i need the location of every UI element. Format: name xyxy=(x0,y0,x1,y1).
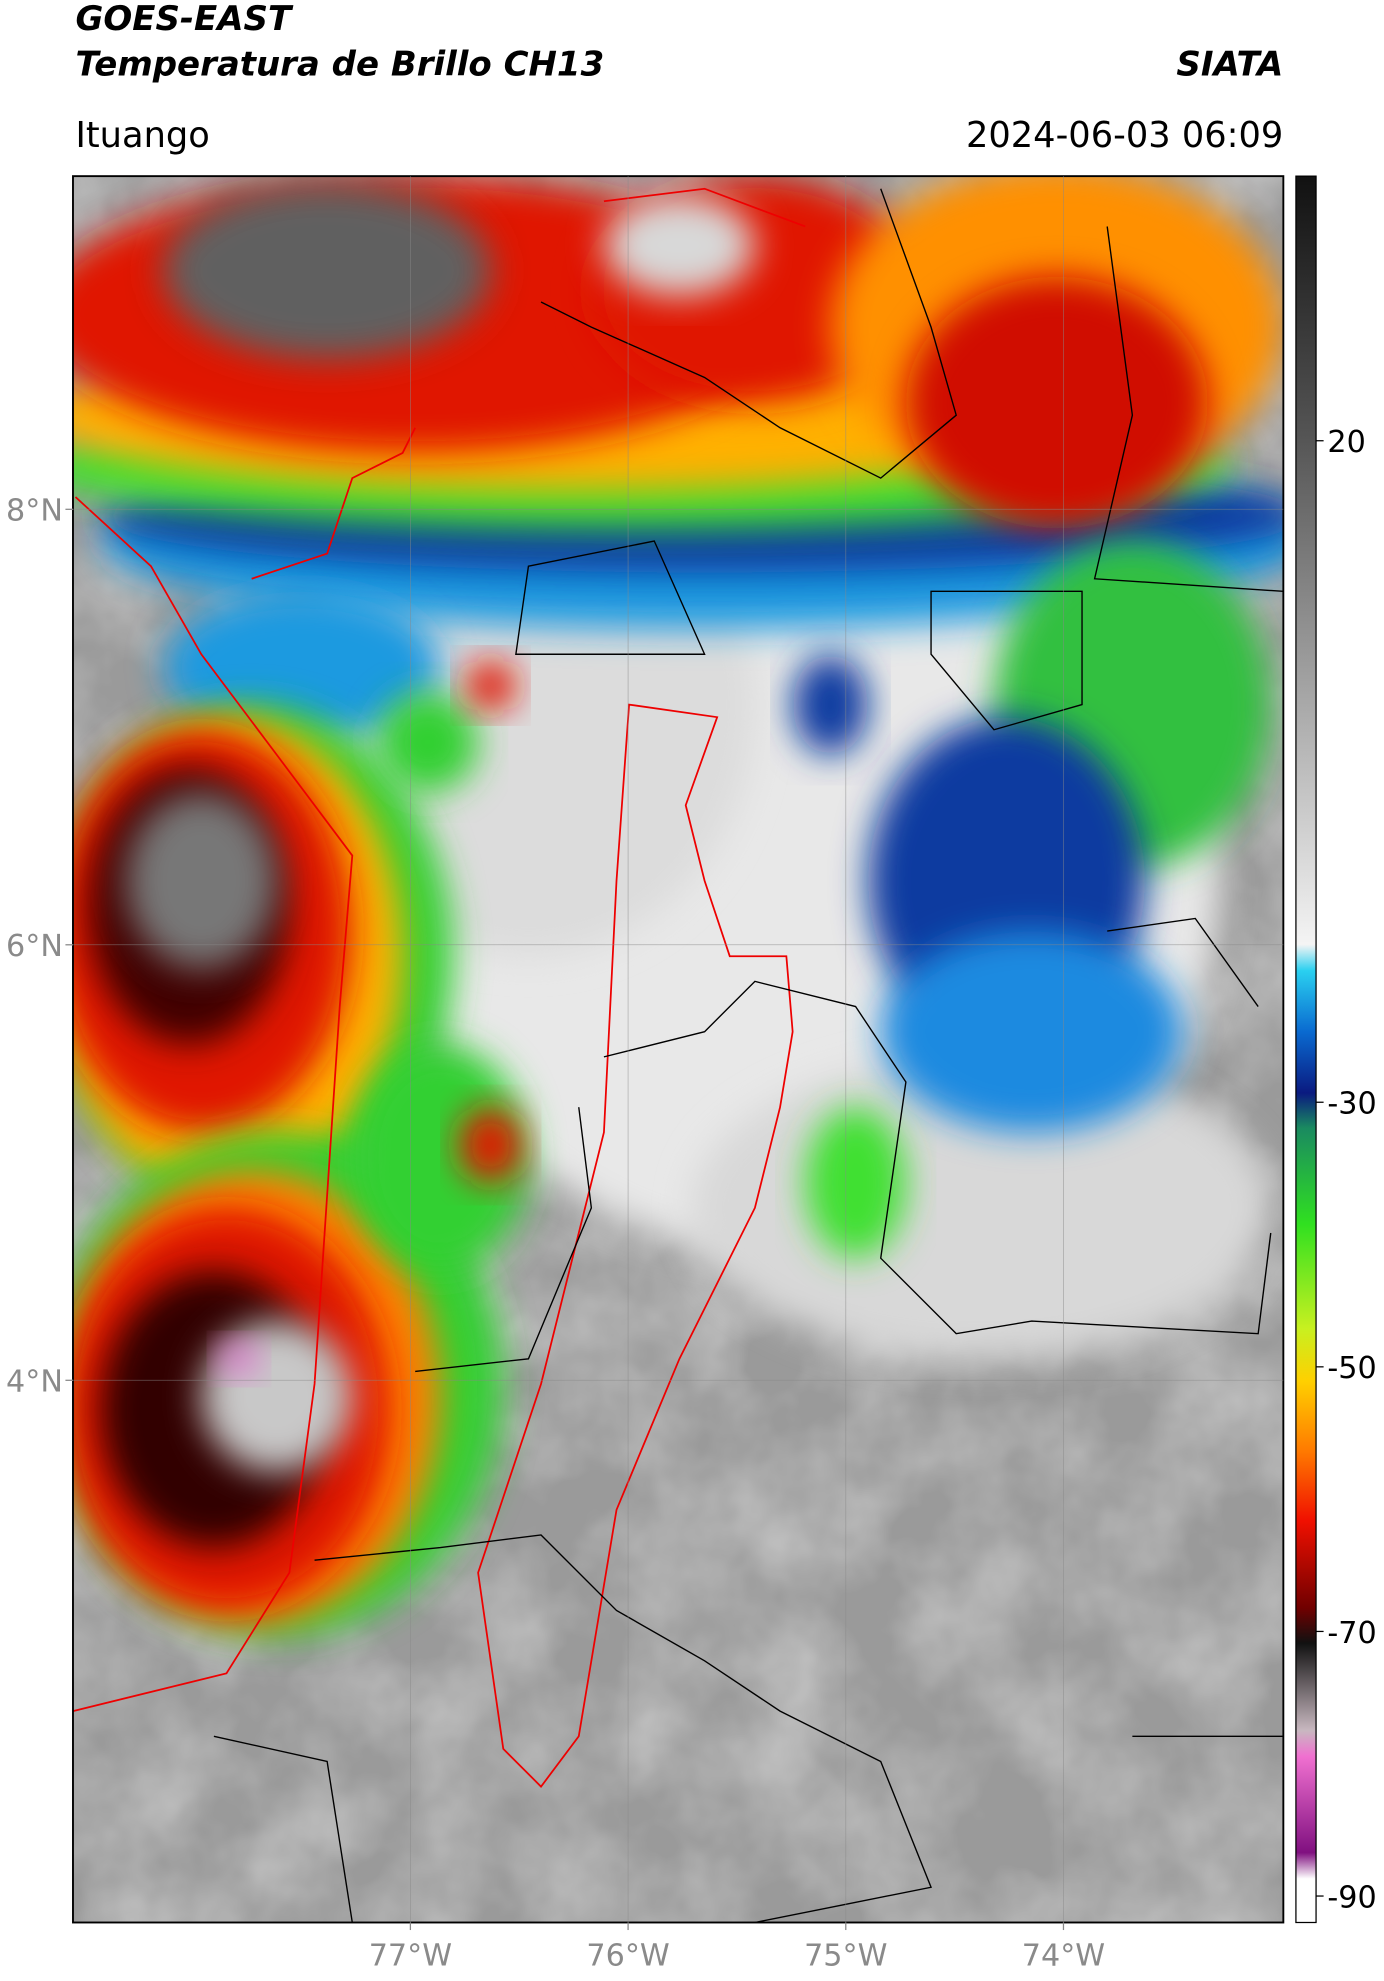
y-tick-label: 6°N xyxy=(6,929,63,964)
cloud xyxy=(880,931,1183,1133)
cloud xyxy=(163,591,441,743)
title: GOES-EAST xyxy=(75,0,293,39)
colorbar xyxy=(1295,175,1317,1924)
cloud xyxy=(218,1341,260,1377)
satellite-image xyxy=(72,176,1284,1923)
colorbar-tick-label: 20 xyxy=(1327,425,1365,460)
cloud xyxy=(377,691,479,793)
x-tick-label: 76°W xyxy=(586,1938,669,1973)
y-tick-label: 4°N xyxy=(6,1365,63,1400)
cloud xyxy=(201,1321,353,1473)
cloud xyxy=(459,1107,523,1183)
colorbar-tick-label: -90 xyxy=(1327,1880,1376,1915)
cloud xyxy=(163,182,491,359)
colorbar-tick-label: -30 xyxy=(1327,1087,1376,1122)
y-tick-label: 8°N xyxy=(6,494,63,529)
border xyxy=(213,188,1284,1923)
cloud xyxy=(603,195,755,296)
source: SIATA xyxy=(1176,44,1283,84)
cloud xyxy=(352,1044,529,1271)
map-frame xyxy=(72,175,1285,1924)
x-tick-label: 74°W xyxy=(1022,1938,1105,1973)
colorbar-tick-label: -50 xyxy=(1327,1351,1376,1386)
border xyxy=(477,703,794,1788)
cloud xyxy=(905,276,1208,529)
x-tick-label: 77°W xyxy=(369,1938,452,1973)
location: Ituango xyxy=(75,115,209,156)
colorbar-tick-label: -70 xyxy=(1327,1616,1376,1651)
cloud xyxy=(465,660,516,711)
datetime: 2024-06-03 06:09 xyxy=(966,115,1283,156)
subtitle: Temperatura de Brillo CH13 xyxy=(75,44,604,84)
cloud xyxy=(125,792,277,969)
border xyxy=(72,187,806,1712)
x-tick-label: 75°W xyxy=(804,1938,887,1973)
cloud xyxy=(792,654,869,755)
cloud xyxy=(805,1107,906,1259)
